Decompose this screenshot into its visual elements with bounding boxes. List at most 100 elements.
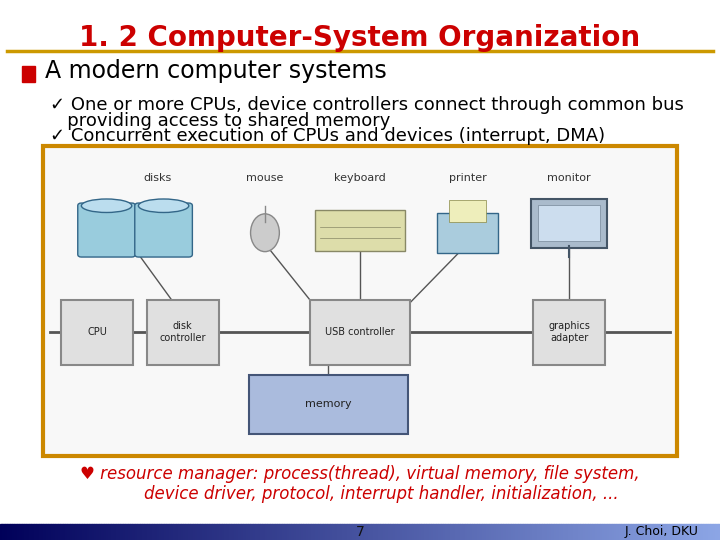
Bar (265, 524, 267, 540)
FancyBboxPatch shape (248, 375, 408, 434)
Bar (438, 524, 441, 540)
FancyBboxPatch shape (438, 213, 498, 253)
FancyBboxPatch shape (315, 210, 405, 251)
Bar (118, 524, 120, 540)
Bar (410, 524, 412, 540)
Bar (380, 524, 383, 540)
Bar (127, 524, 130, 540)
Bar (450, 524, 453, 540)
FancyBboxPatch shape (531, 199, 607, 248)
Bar (315, 524, 318, 540)
Bar (75, 524, 77, 540)
Text: 1. 2 Computer-System Organization: 1. 2 Computer-System Organization (79, 24, 641, 52)
Bar (313, 524, 315, 540)
Bar (342, 524, 344, 540)
Bar (60, 524, 63, 540)
Bar (472, 524, 474, 540)
Bar (686, 524, 689, 540)
Bar (24, 524, 27, 540)
Bar (212, 524, 215, 540)
Bar (513, 524, 516, 540)
Bar (308, 524, 310, 540)
Bar (248, 524, 251, 540)
Bar (231, 524, 233, 540)
FancyBboxPatch shape (78, 203, 135, 257)
Bar (310, 524, 313, 540)
Bar (200, 524, 202, 540)
Bar (650, 524, 652, 540)
Bar (652, 524, 655, 540)
Bar (204, 524, 207, 540)
Bar (41, 524, 43, 540)
Bar (91, 524, 94, 540)
Bar (607, 524, 609, 540)
Bar (12, 524, 14, 540)
Bar (22, 524, 24, 540)
Bar (318, 524, 320, 540)
Bar (222, 524, 224, 540)
Bar (559, 524, 561, 540)
Bar (166, 524, 168, 540)
Bar (679, 524, 681, 540)
Bar (520, 524, 523, 540)
Bar (72, 524, 75, 540)
Bar (534, 524, 537, 540)
Bar (703, 524, 706, 540)
Bar (207, 524, 210, 540)
Bar (163, 524, 166, 540)
Bar (22, 66, 35, 82)
Bar (405, 524, 407, 540)
Bar (645, 524, 648, 540)
Bar (588, 524, 590, 540)
Bar (68, 524, 70, 540)
Bar (190, 524, 193, 540)
Bar (109, 524, 111, 540)
Bar (287, 524, 289, 540)
Text: ✓ One or more CPUs, device controllers connect through common bus: ✓ One or more CPUs, device controllers c… (50, 96, 684, 114)
Bar (578, 524, 580, 540)
Bar (238, 524, 240, 540)
Bar (590, 524, 593, 540)
Bar (624, 524, 626, 540)
Bar (104, 524, 106, 540)
Bar (441, 524, 443, 540)
Bar (428, 524, 431, 540)
Bar (691, 524, 693, 540)
Bar (455, 524, 457, 540)
Bar (568, 524, 571, 540)
Bar (116, 524, 118, 540)
Bar (226, 524, 229, 540)
Bar (602, 524, 604, 540)
Bar (696, 524, 698, 540)
FancyBboxPatch shape (43, 146, 677, 456)
Bar (464, 524, 467, 540)
Bar (629, 524, 631, 540)
Bar (123, 524, 125, 540)
Bar (582, 524, 585, 540)
Bar (539, 524, 542, 540)
Text: device driver, protocol, interrupt handler, initialization, ...: device driver, protocol, interrupt handl… (102, 485, 618, 503)
Bar (397, 524, 400, 540)
Bar (5, 524, 7, 540)
Bar (681, 524, 684, 540)
Text: CPU: CPU (87, 327, 107, 337)
Bar (289, 524, 292, 540)
Bar (371, 524, 373, 540)
Bar (453, 524, 455, 540)
Bar (267, 524, 270, 540)
Bar (340, 524, 342, 540)
Bar (575, 524, 578, 540)
Bar (477, 524, 480, 540)
Bar (457, 524, 460, 540)
Bar (417, 524, 419, 540)
Bar (708, 524, 711, 540)
Bar (462, 524, 464, 540)
Bar (525, 524, 527, 540)
Bar (145, 524, 147, 540)
Bar (284, 524, 287, 540)
Bar (546, 524, 549, 540)
Bar (527, 524, 530, 540)
Bar (616, 524, 619, 540)
Bar (611, 524, 614, 540)
Bar (236, 524, 238, 540)
